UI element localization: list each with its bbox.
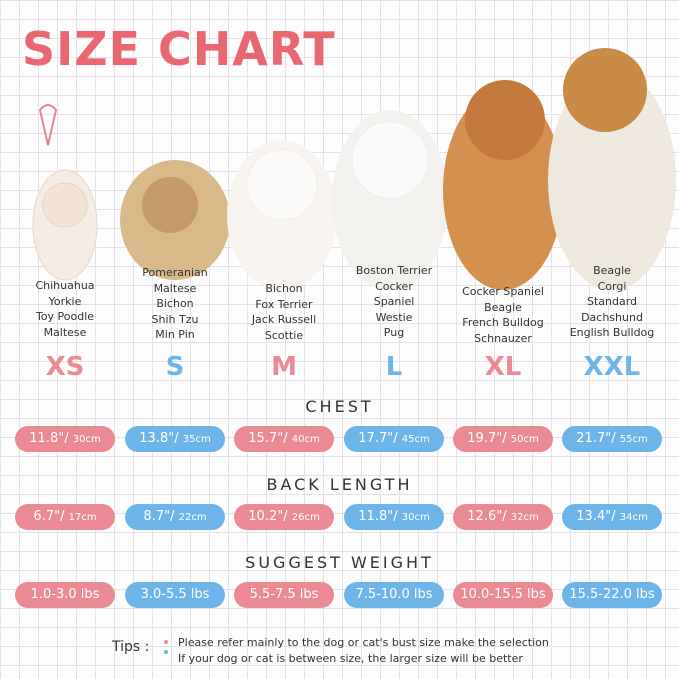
centimeters: 34cm bbox=[619, 512, 648, 523]
measurement-pill: 13.4"/ 34cm bbox=[562, 504, 662, 530]
inches: 6.7"/ bbox=[33, 509, 65, 524]
measurement-pill: 19.7"/ 50cm bbox=[453, 426, 553, 452]
breed-name: Maltese bbox=[43, 325, 87, 339]
measurement-pill: 11.8"/ 30cm bbox=[344, 504, 444, 530]
inches: 15.7"/ bbox=[248, 431, 288, 446]
size-label: XL bbox=[484, 352, 522, 382]
weight-pill: 10.0-15.5 lbs bbox=[453, 582, 553, 608]
breed-name: Toy Poodle bbox=[35, 310, 95, 323]
breed-name: Maltese bbox=[153, 281, 197, 295]
inches: 13.8"/ bbox=[139, 431, 179, 446]
inches: 19.7"/ bbox=[467, 431, 507, 446]
tips-label: Tips : bbox=[112, 639, 150, 655]
breed-name: Dachshund bbox=[581, 310, 643, 324]
breed-name: Beagle bbox=[484, 300, 522, 314]
breed-name: Min Pin bbox=[155, 328, 195, 341]
tip-line: Please refer mainly to the dog or cat's … bbox=[178, 636, 549, 649]
breed-name: Standard bbox=[586, 295, 638, 308]
section-heading: CHEST bbox=[305, 397, 374, 416]
breed-name: Westie bbox=[375, 310, 413, 324]
inches: 13.4"/ bbox=[576, 509, 616, 524]
centimeters: 50cm bbox=[510, 434, 539, 445]
size-label: L bbox=[385, 352, 403, 382]
inches: 12.6"/ bbox=[467, 509, 507, 524]
size-label: M bbox=[271, 352, 297, 382]
breed-name: Cocker bbox=[375, 279, 413, 293]
measurement-pill: 10.2"/ 26cm bbox=[234, 504, 334, 530]
centimeters: 35cm bbox=[182, 434, 211, 445]
breed-name: English Bulldog bbox=[569, 326, 655, 339]
breed-name: Schnauzer bbox=[474, 331, 532, 345]
tip-dot bbox=[164, 640, 168, 644]
centimeters: 32cm bbox=[510, 512, 539, 523]
centimeters: 22cm bbox=[178, 512, 207, 523]
tip-line: If your dog or cat is between size, the … bbox=[178, 652, 523, 665]
section-heading: BACK LENGTH bbox=[266, 475, 413, 494]
breed-name: Bichon bbox=[156, 297, 194, 310]
tip-dot bbox=[164, 650, 168, 654]
breed-name: Beagle bbox=[593, 264, 631, 277]
size-label: XXL bbox=[583, 352, 641, 382]
centimeters: 45cm bbox=[401, 434, 430, 445]
inches: 8.7"/ bbox=[143, 509, 175, 524]
weight-pill: 5.5-7.5 lbs bbox=[234, 582, 334, 608]
inches: 17.7"/ bbox=[358, 431, 398, 446]
measurement-pill: 21.7"/ 55cm bbox=[562, 426, 662, 452]
dog-photos bbox=[32, 48, 676, 290]
inches: 21.7"/ bbox=[576, 431, 616, 446]
measurement-pill: 6.7"/ 17cm bbox=[15, 504, 115, 530]
breed-name: Fox Terrier bbox=[255, 297, 313, 311]
breed-name: Chihuahua bbox=[35, 279, 95, 292]
breed-name: Boston Terrier bbox=[355, 264, 433, 277]
centimeters: 17cm bbox=[68, 512, 97, 523]
size-label: XS bbox=[45, 352, 85, 382]
weight-pill: 3.0-5.5 lbs bbox=[125, 582, 225, 608]
measurement-pill: 11.8"/ 30cm bbox=[15, 426, 115, 452]
breed-name: Shih Tzu bbox=[151, 312, 199, 326]
centimeters: 40cm bbox=[291, 434, 320, 445]
breed-name: Spaniel bbox=[373, 295, 415, 308]
breed-name: Pug bbox=[383, 326, 405, 339]
breed-name: French Bulldog bbox=[462, 316, 544, 329]
measurement-pill: 12.6"/ 32cm bbox=[453, 504, 553, 530]
inches: 10.2"/ bbox=[248, 509, 288, 524]
measurement-pill: 13.8"/ 35cm bbox=[125, 426, 225, 452]
breed-name: Jack Russell bbox=[251, 313, 317, 326]
centimeters: 30cm bbox=[72, 434, 101, 445]
breed-name: Bichon bbox=[265, 282, 303, 295]
breed-name: Cocker Spaniel bbox=[462, 285, 544, 298]
weight-pill: 15.5-22.0 lbs bbox=[562, 582, 662, 608]
inches: 11.8"/ bbox=[358, 509, 398, 524]
centimeters: 30cm bbox=[401, 512, 430, 523]
section-heading: SUGGEST WEIGHT bbox=[245, 553, 434, 572]
centimeters: 55cm bbox=[619, 434, 648, 445]
weight-pill: 7.5-10.0 lbs bbox=[344, 582, 444, 608]
centimeters: 26cm bbox=[291, 512, 320, 523]
breed-name: Pomeranian bbox=[142, 266, 208, 279]
size-label: S bbox=[165, 352, 185, 382]
breed-name: Scottie bbox=[264, 328, 304, 342]
breed-name: Yorkie bbox=[48, 294, 82, 308]
weight-pill: 1.0-3.0 lbs bbox=[15, 582, 115, 608]
breed-name: Corgi bbox=[597, 279, 627, 293]
measurement-pill: 8.7"/ 22cm bbox=[125, 504, 225, 530]
inches: 11.8"/ bbox=[29, 431, 69, 446]
measurement-pill: 15.7"/ 40cm bbox=[234, 426, 334, 452]
measurement-pill: 17.7"/ 45cm bbox=[344, 426, 444, 452]
title: SIZE CHART bbox=[22, 22, 336, 76]
